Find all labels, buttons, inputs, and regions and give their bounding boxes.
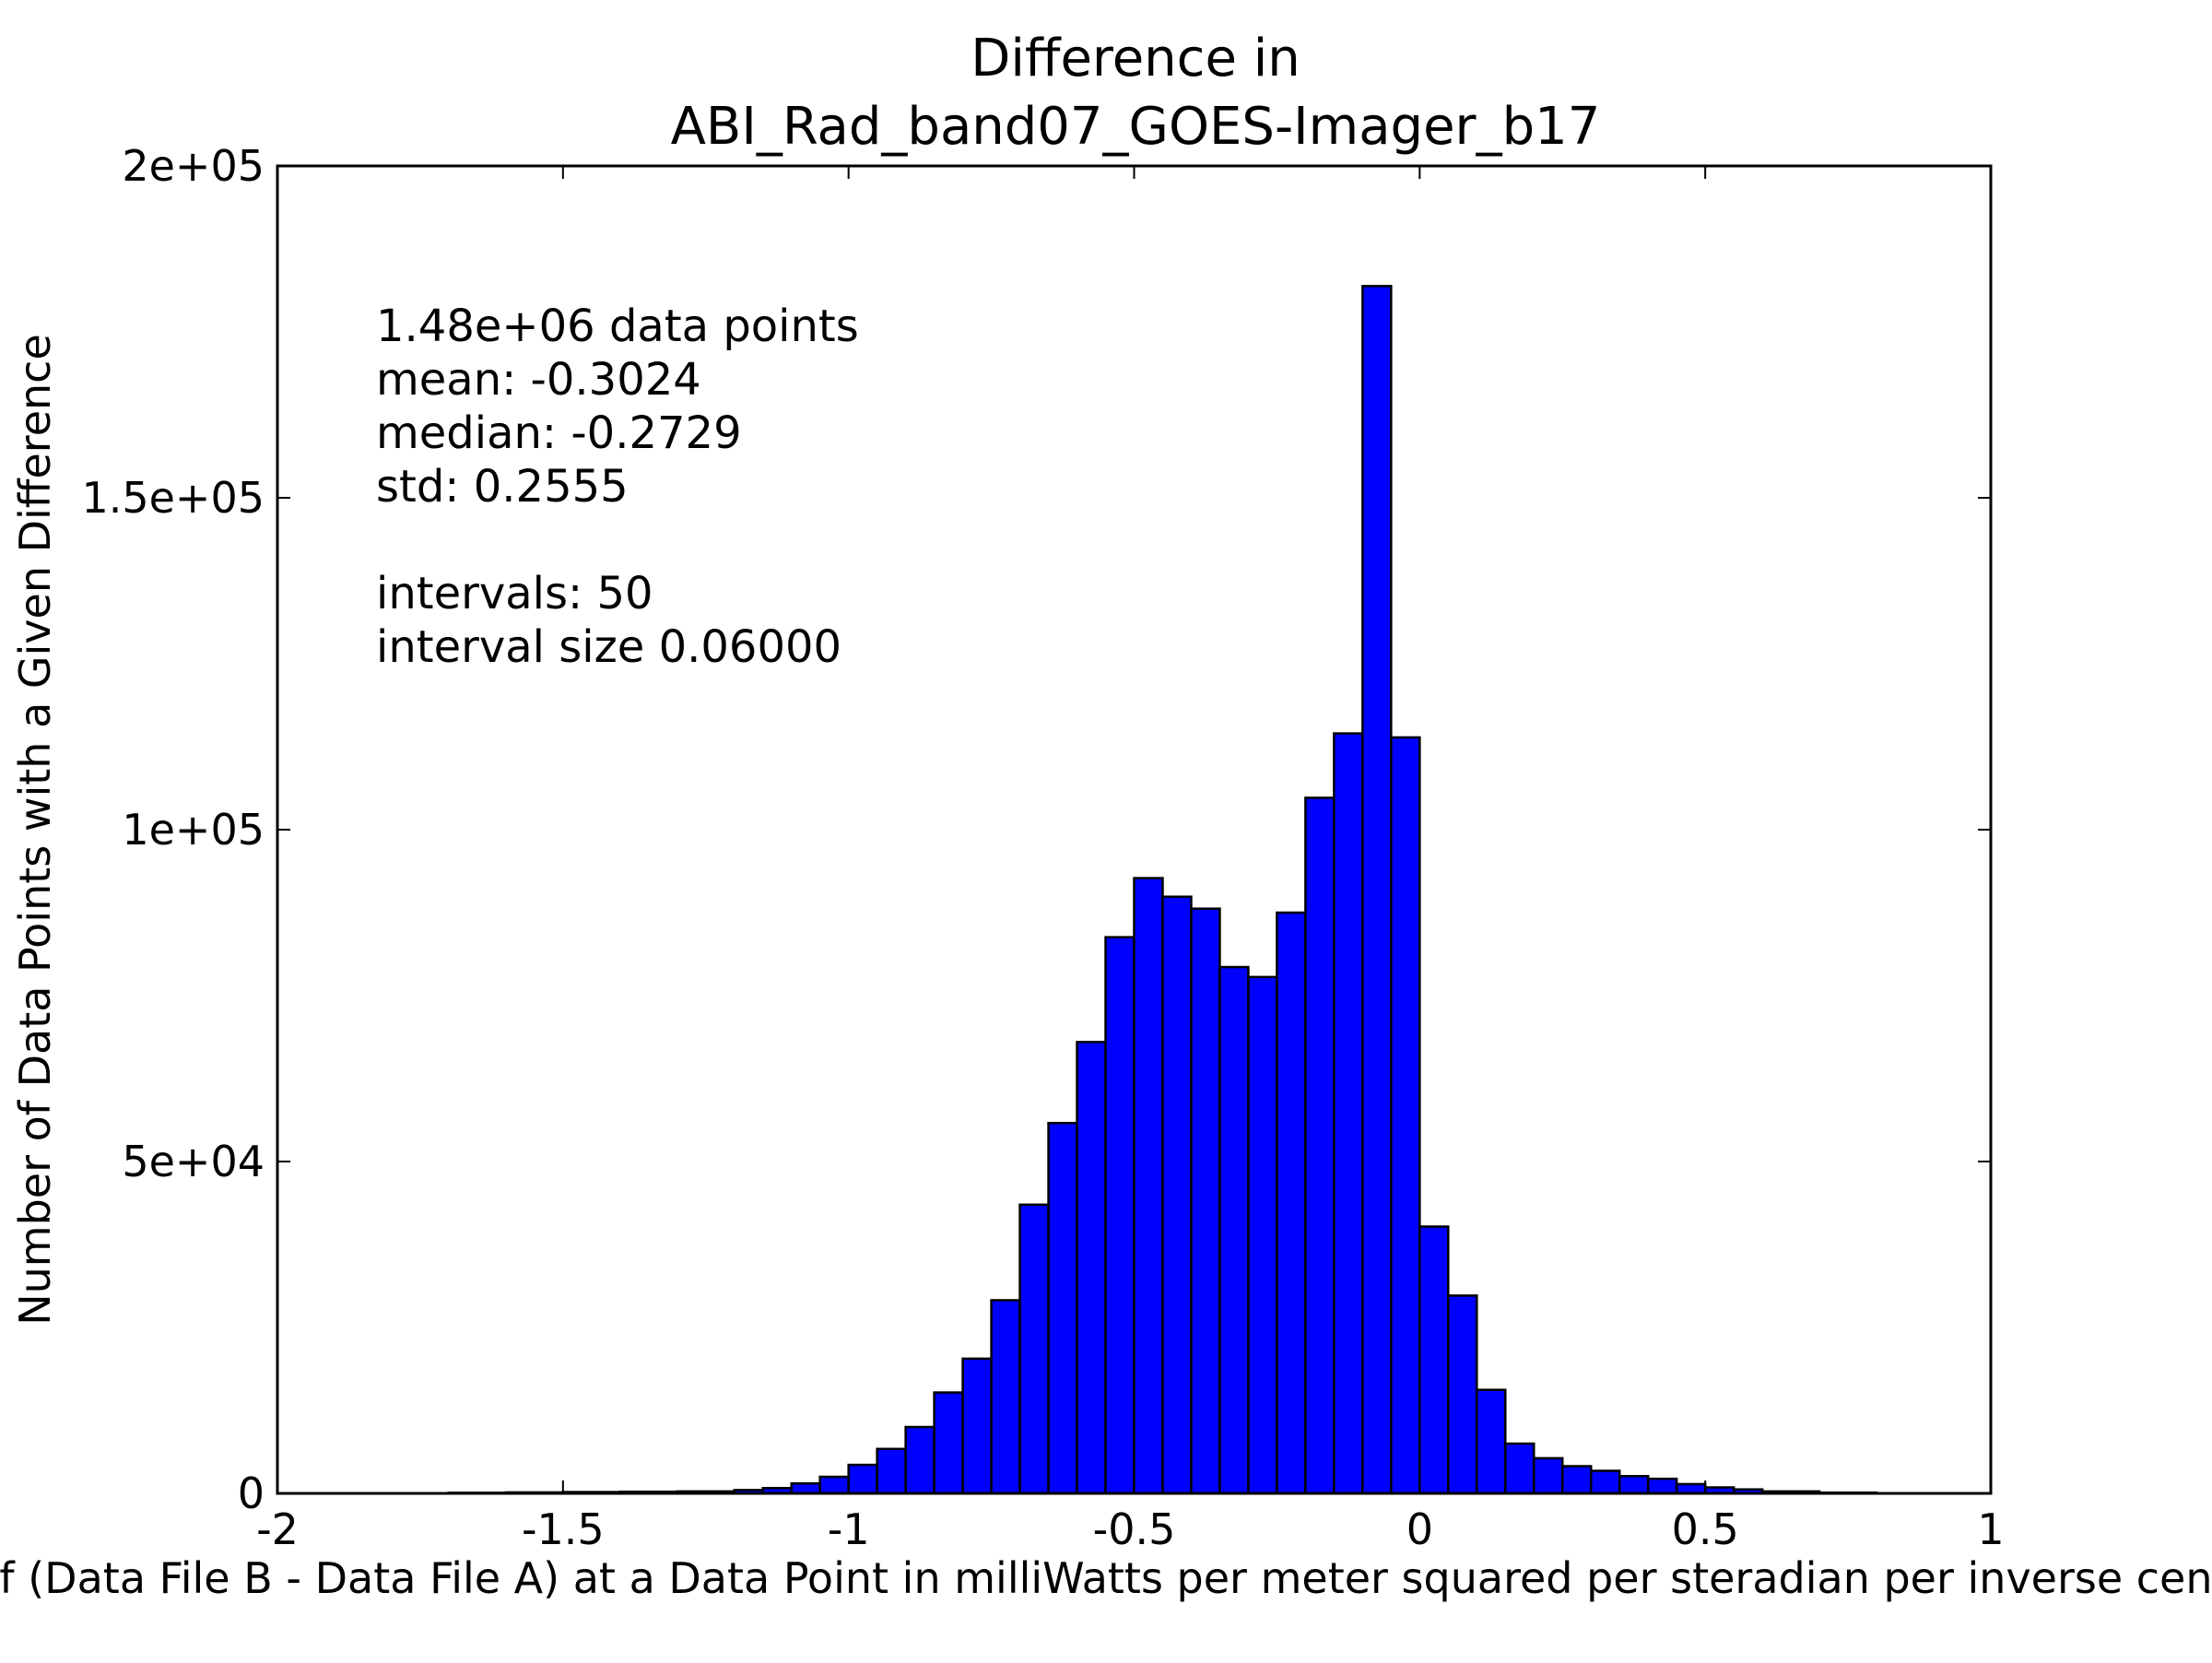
x-tick-label: -1.5 [522, 1504, 605, 1554]
histogram-bars [447, 285, 1878, 1495]
x-tick-label: 0.5 [1672, 1504, 1739, 1554]
histogram-bar [1018, 1203, 1050, 1495]
chart-title: Difference in ABI_Rad_band07_GOES-Imager… [671, 29, 1601, 157]
histogram-bar [1218, 965, 1250, 1495]
histogram-bar [1104, 936, 1135, 1495]
histogram-bar [1504, 1442, 1535, 1495]
x-tick-label: -1 [828, 1504, 870, 1554]
x-axis-label: Value of (Data File B - Data File A) at … [0, 1553, 2212, 1603]
histogram-bar [1276, 911, 1307, 1495]
histogram-bar [1304, 796, 1335, 1495]
histogram-bar [1675, 1482, 1707, 1495]
histogram-bar [1533, 1457, 1564, 1495]
histogram-bar [790, 1481, 821, 1495]
annotation-line: mean: -0.3024 [376, 354, 701, 406]
histogram-bar [1361, 285, 1393, 1495]
annotation-line: 1.48e+06 data points [376, 301, 859, 352]
histogram-bar [876, 1447, 907, 1495]
histogram-bar [961, 1357, 993, 1495]
x-tick-label: -2 [256, 1504, 299, 1554]
histogram-bar [933, 1391, 964, 1495]
histogram-bar [1161, 895, 1193, 1495]
x-tick-label: 0 [1406, 1504, 1433, 1554]
y-axis-label: Number of Data Points with a Given Diffe… [10, 334, 60, 1326]
histogram-bar [990, 1299, 1021, 1495]
x-tick-label: 1 [1977, 1504, 2004, 1554]
histogram-bar [1390, 736, 1421, 1495]
histogram-bar [1476, 1388, 1507, 1495]
histogram-bar [1418, 1225, 1450, 1495]
histogram-bar [904, 1425, 935, 1495]
annotation-line: median: -0.2729 [376, 407, 742, 459]
histogram-bar [1047, 1121, 1078, 1495]
histogram-bar [1646, 1477, 1678, 1495]
y-tick-label: 1.5e+05 [81, 473, 265, 523]
y-tick-label: 2e+05 [122, 141, 265, 191]
y-tick-label: 0 [238, 1468, 265, 1518]
histogram-bar [847, 1463, 878, 1495]
x-axis-tick-labels: -2 -1.5 -1 -0.5 0 0.5 1 [256, 1504, 2005, 1554]
histogram-bar [1589, 1469, 1621, 1495]
annotation-line: std: 0.2555 [376, 461, 629, 513]
histogram-bar [1447, 1294, 1478, 1495]
annotation-line: intervals: 50 [376, 568, 653, 619]
plot-frame [276, 164, 1993, 1495]
histogram-bar [1618, 1475, 1650, 1495]
histogram-bar [1190, 907, 1221, 1495]
title-line-1: Difference in [971, 29, 1300, 88]
histogram-bar [1133, 877, 1164, 1495]
histogram-bar [1247, 975, 1278, 1495]
histogram-bar [818, 1475, 850, 1495]
histogram-bar [1561, 1465, 1593, 1495]
histogram-bar [1333, 732, 1364, 1495]
x-tick-label: -0.5 [1093, 1504, 1176, 1554]
histogram-bar [1076, 1041, 1107, 1495]
y-axis-tick-labels: 0 5e+04 1e+05 1.5e+05 2e+05 [81, 141, 265, 1518]
title-line-2: ABI_Rad_band07_GOES-Imager_b17 [671, 97, 1601, 157]
y-tick-label: 5e+04 [122, 1137, 265, 1186]
y-tick-label: 1e+05 [122, 805, 265, 855]
annotation-line: interval size 0.06000 [376, 621, 841, 673]
